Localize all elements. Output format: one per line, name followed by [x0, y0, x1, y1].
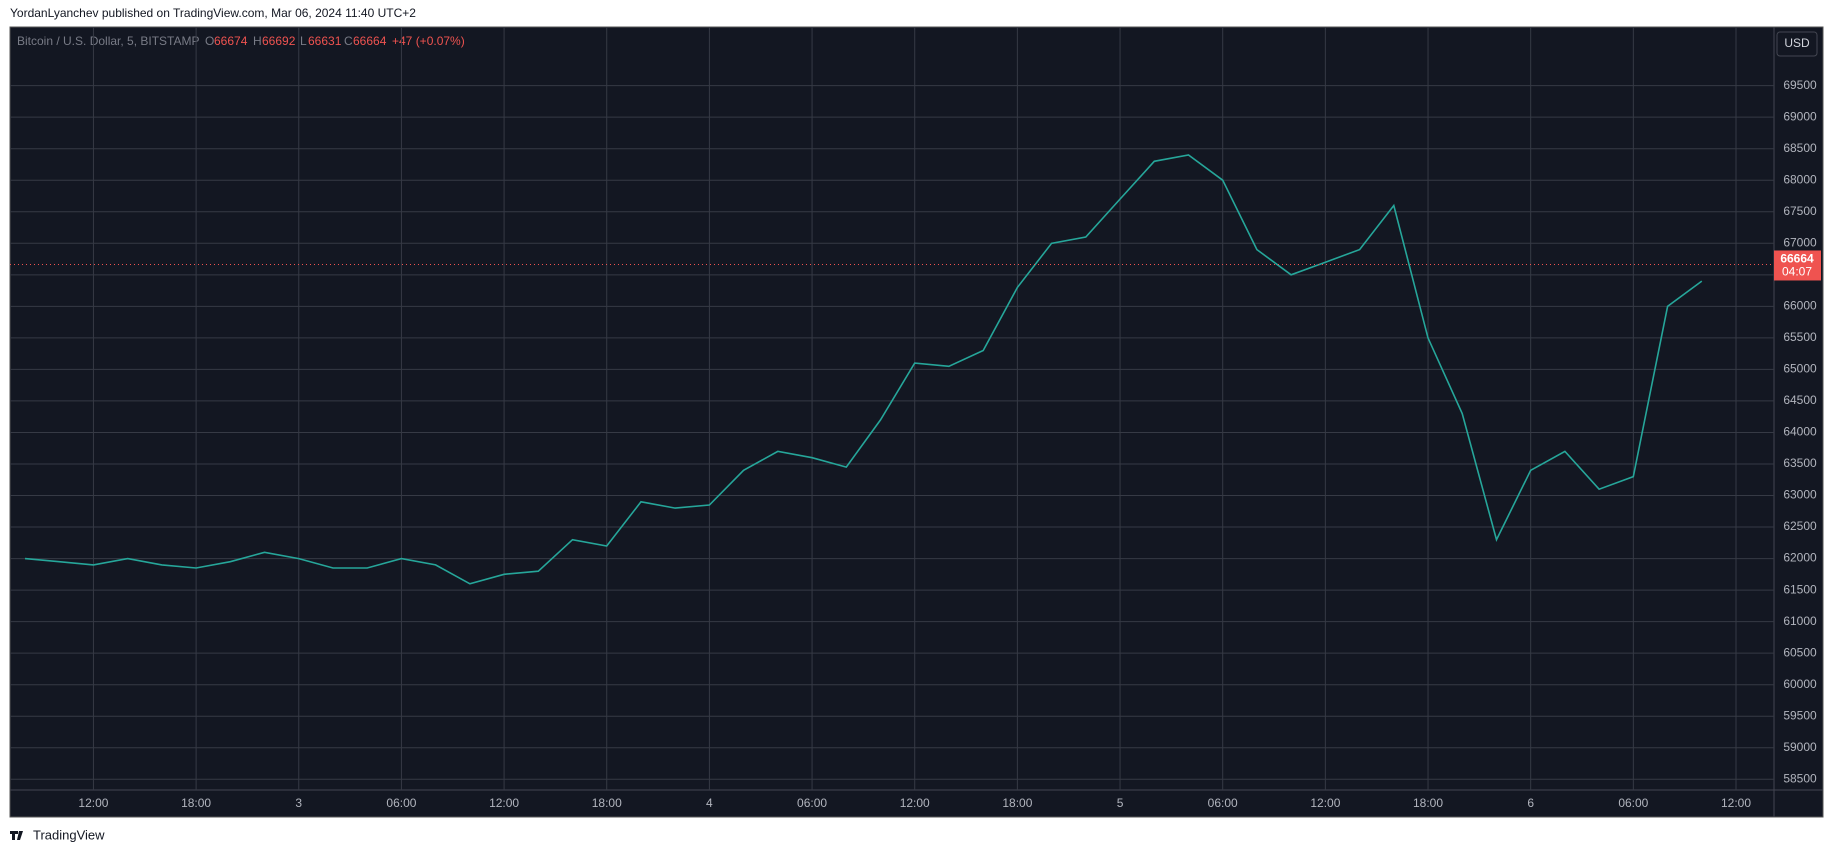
open-value: 66674 [214, 34, 248, 48]
y-tick-label: 68000 [1783, 172, 1817, 186]
x-tick-label: 12:00 [489, 796, 519, 810]
x-tick-label: 18:00 [181, 796, 211, 810]
symbol-title: Bitcoin / U.S. Dollar, 5, BITSTAMP [17, 34, 200, 48]
footer-logo: TradingView [10, 827, 105, 842]
x-tick-label: 18:00 [1002, 796, 1032, 810]
x-tick-label: 6 [1527, 796, 1534, 810]
footer-text: TradingView [33, 827, 105, 842]
x-tick-label: 4 [706, 796, 713, 810]
x-tick-label: 12:00 [1310, 796, 1340, 810]
y-tick-label: 69500 [1783, 78, 1817, 92]
y-tick-label: 68500 [1783, 141, 1817, 155]
y-tick-label: 64000 [1783, 425, 1817, 439]
currency-button[interactable] [1776, 31, 1818, 57]
currency-label[interactable]: USD [1784, 36, 1810, 50]
header: YordanLyanchev published on TradingView.… [10, 6, 416, 20]
chart-frame [9, 26, 1824, 818]
low-value: 66631 [308, 34, 342, 48]
x-tick-label: 12:00 [1721, 796, 1751, 810]
y-tick-label: 65000 [1783, 362, 1817, 376]
y-tick-label: 61000 [1783, 614, 1817, 628]
y-tick-label: 58500 [1783, 771, 1817, 785]
x-tick-label: 12:00 [900, 796, 930, 810]
y-tick-label: 65500 [1783, 330, 1817, 344]
x-tick-label: 3 [295, 796, 302, 810]
open-label: O [205, 34, 214, 48]
y-tick-label: 60500 [1783, 645, 1817, 659]
x-tick-label: 06:00 [1208, 796, 1238, 810]
last-price-tag [1774, 250, 1821, 281]
high-value: 66692 [262, 34, 296, 48]
close-label: C [344, 34, 353, 48]
y-tick-label: 63500 [1783, 456, 1817, 470]
y-tick-label: 67000 [1783, 235, 1817, 249]
y-tick-label: 59000 [1783, 740, 1817, 754]
change-value: +47 (+0.07%) [392, 34, 465, 48]
close-value: 66664 [353, 34, 387, 48]
y-tick-label: 63000 [1783, 488, 1817, 502]
y-tick-label: 61500 [1783, 582, 1817, 596]
y-tick-label: 69000 [1783, 109, 1817, 123]
countdown: 04:07 [1782, 265, 1812, 279]
legend: Bitcoin / U.S. Dollar, 5, BITSTAMP O 666… [17, 34, 465, 48]
x-tick-label: 5 [1117, 796, 1124, 810]
x-tick-label: 06:00 [386, 796, 416, 810]
x-tick-label: 18:00 [592, 796, 622, 810]
y-tick-label: 66000 [1783, 299, 1817, 313]
logo-icon [10, 831, 23, 840]
x-tick-label: 18:00 [1413, 796, 1443, 810]
y-tick-label: 62500 [1783, 519, 1817, 533]
x-tick-label: 06:00 [1618, 796, 1648, 810]
y-tick-label: 67500 [1783, 204, 1817, 218]
y-tick-label: 62000 [1783, 551, 1817, 565]
high-label: H [253, 34, 262, 48]
y-tick-label: 64500 [1783, 393, 1817, 407]
low-label: L [300, 34, 307, 48]
y-tick-label: 60000 [1783, 677, 1817, 691]
x-tick-label: 06:00 [797, 796, 827, 810]
plot: 58500 59000 59500 60000 60500 61000 61500 62000… [10, 27, 1821, 810]
x-tick-label: 12:00 [78, 796, 108, 810]
price-line [24, 154, 1703, 585]
last-price-value: 66664 [1780, 252, 1814, 266]
y-tick-label: 59500 [1783, 708, 1817, 722]
